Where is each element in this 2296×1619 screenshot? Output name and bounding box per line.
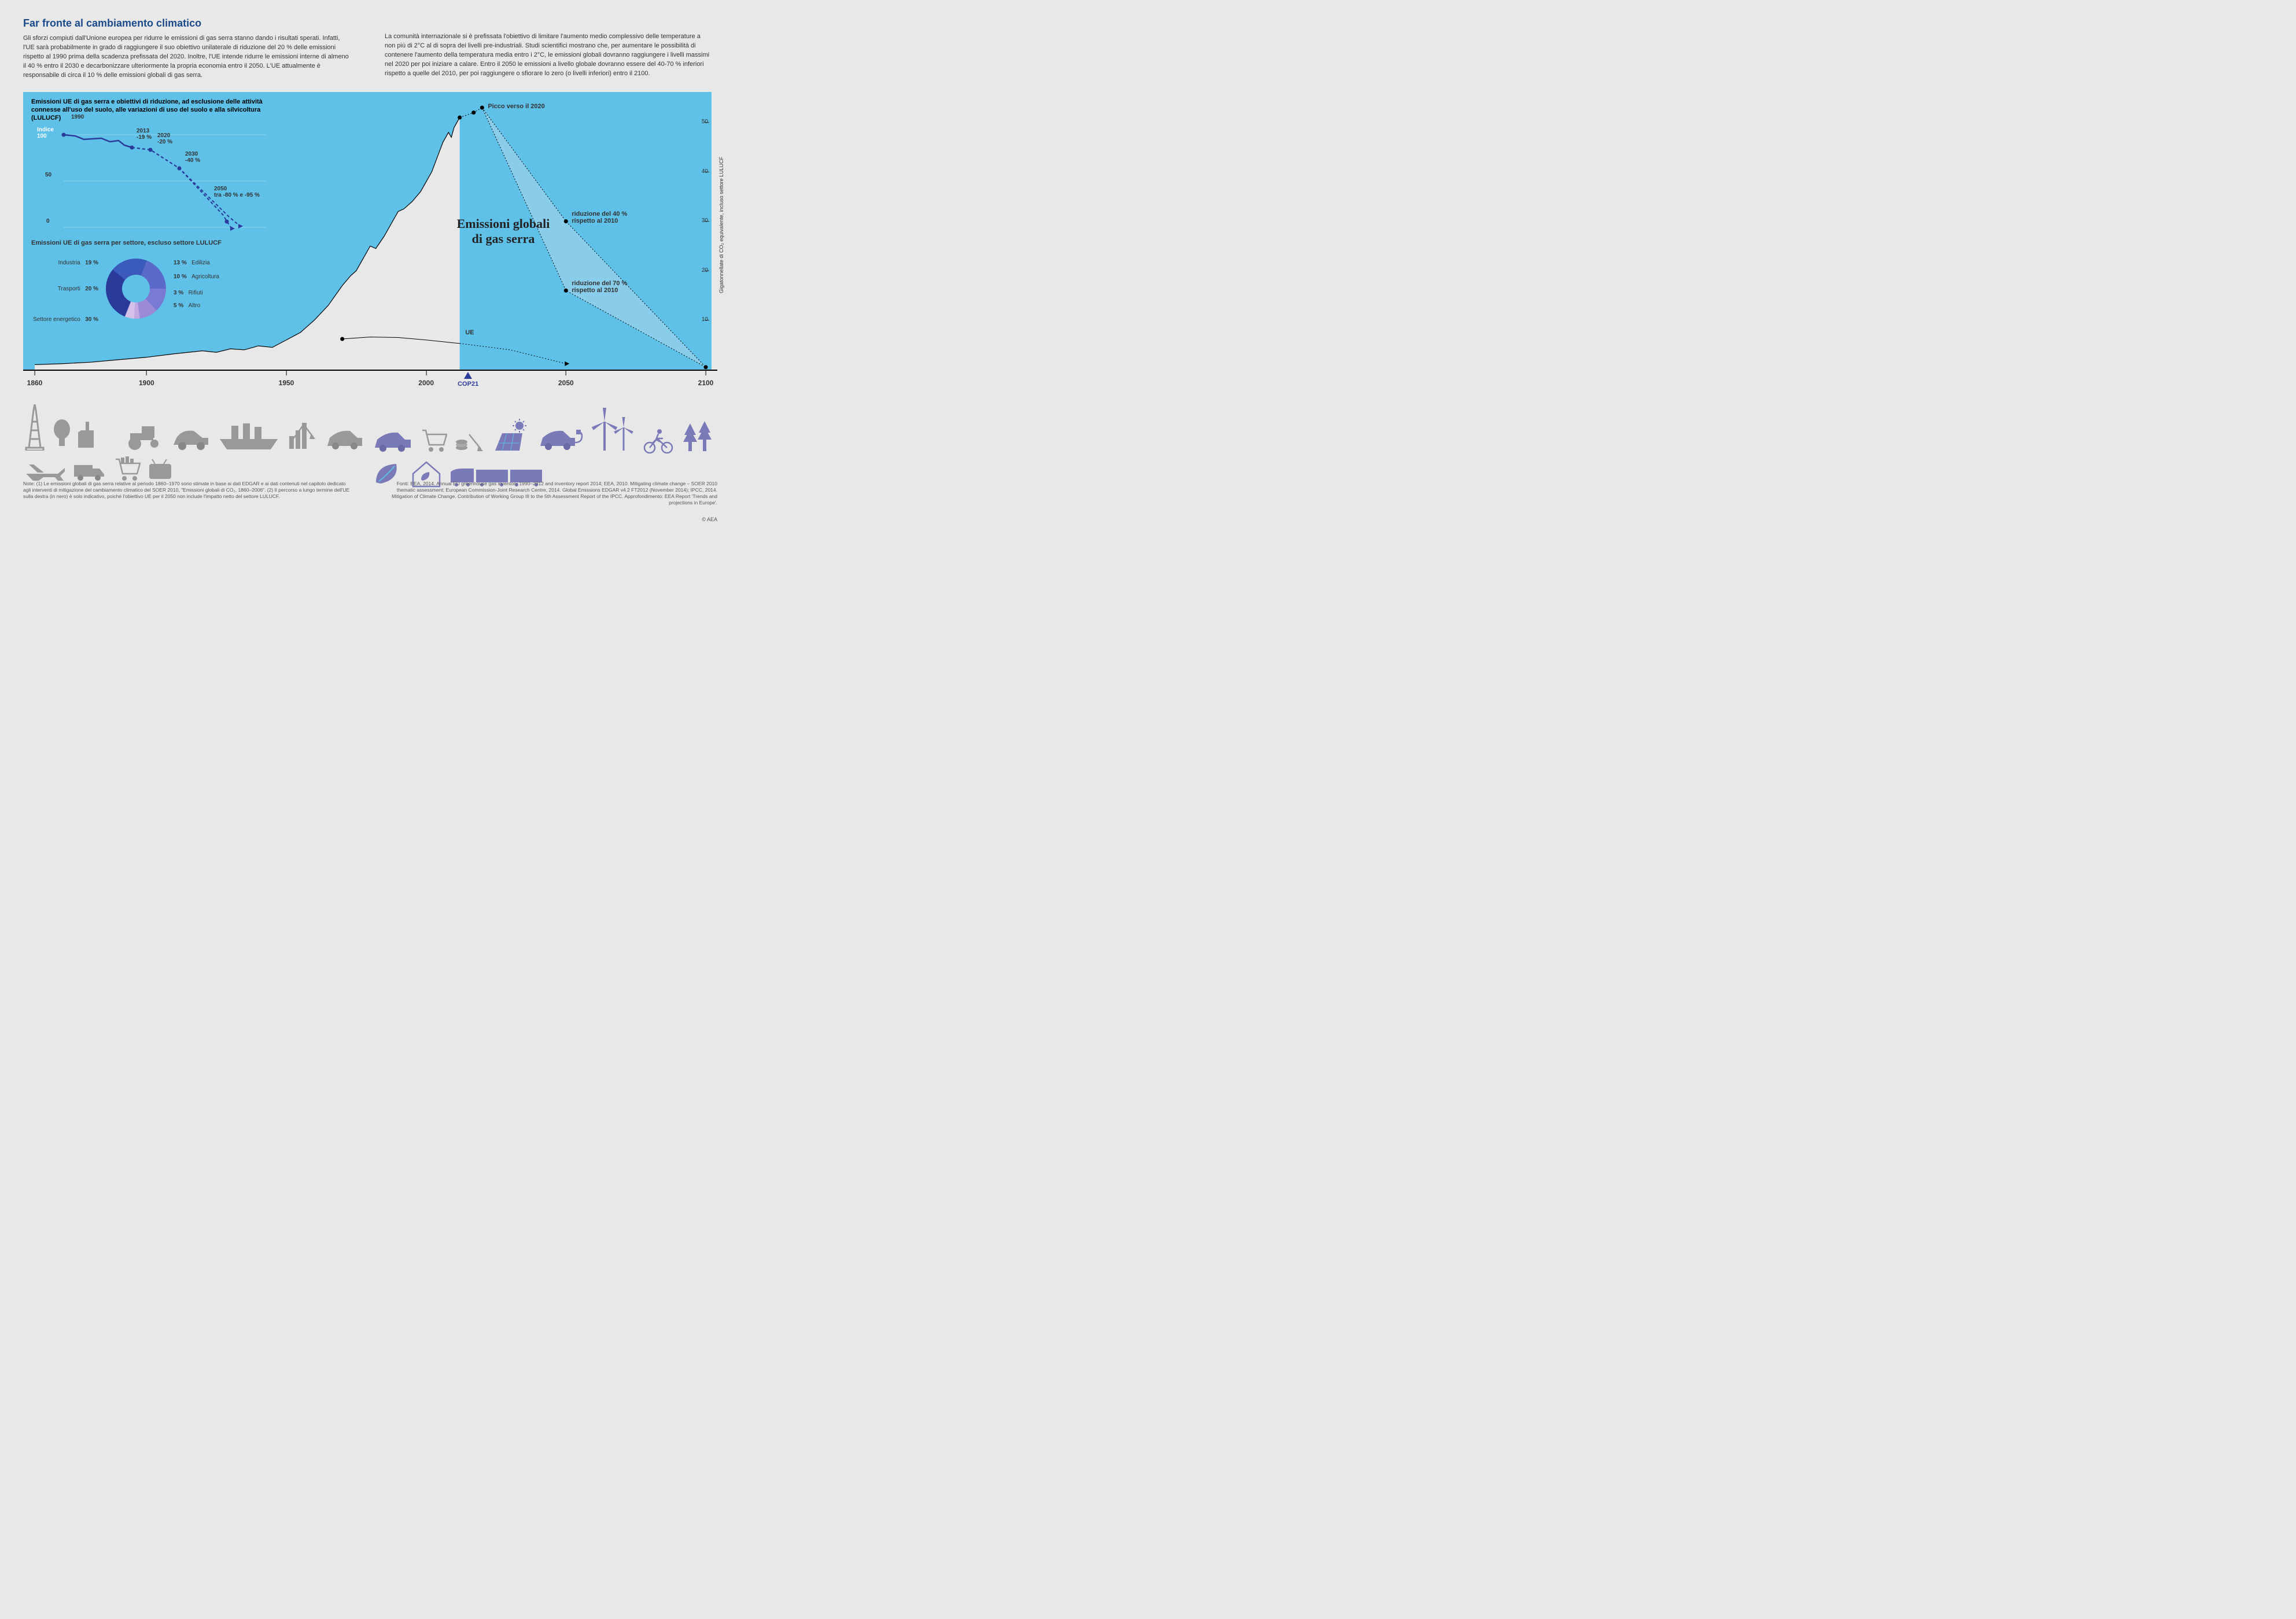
shopping-cart-icon — [113, 456, 141, 482]
wind-turbine-icon — [592, 404, 635, 453]
para-right: La comunità internazionale si è prefissa… — [385, 32, 712, 79]
era-icons-future — [370, 404, 717, 474]
right-tick: 30 — [702, 217, 708, 224]
right-axis-label: Gigatonnellate di CO₂ equivalente, inclu… — [718, 127, 724, 323]
label-2020: 2020 -20 % — [157, 132, 172, 145]
coins-chart-icon — [286, 416, 318, 451]
donut-label: 3 % Rifiuti — [174, 290, 203, 296]
ev-car-icon — [370, 429, 414, 453]
x-tick: 1860 — [27, 370, 43, 387]
donut-label: Trasporti 20 % — [29, 286, 98, 292]
label-indice: Indice100 — [37, 127, 54, 139]
right-tick: 10 — [702, 316, 708, 323]
right-tick: 50 — [702, 119, 708, 125]
donut-title: Emissioni UE di gas serra per settore, e… — [31, 239, 222, 246]
callout-reduction-70: riduzione del 70 % rispetto al 2010 — [572, 280, 627, 294]
copyright: © AEA — [23, 517, 717, 522]
label-2013: 2013 -19 % — [137, 128, 152, 141]
callout-peak: Picco verso il 2020 — [488, 103, 544, 110]
donut-label: Settore energetico 30 % — [29, 316, 98, 323]
callout-reduction-40: riduzione del 40 % rispetto al 2010 — [572, 211, 627, 224]
shopping-cart-icon — [419, 427, 447, 453]
x-tick: 2100 — [698, 370, 714, 387]
factory-icon — [78, 419, 119, 451]
x-tick: 1950 — [279, 370, 294, 387]
oil-derrick-icon — [23, 404, 46, 451]
truck-icon — [72, 460, 107, 482]
era-icons-past — [23, 404, 370, 474]
label-2030: 2030 -40 % — [185, 151, 200, 164]
x-tick: 2050 — [558, 370, 574, 387]
label-2050: 2050 tra -80 % e -95 % — [214, 186, 260, 198]
x-axis: 1860 1900 1950 2000 2050 2100 COP21 — [23, 370, 717, 399]
tractor-icon — [124, 422, 165, 451]
lightbulb-icon — [52, 419, 72, 451]
footnote-right: Fonti: EEA, 2014. Annual EU greenhouse g… — [388, 481, 717, 506]
tv-icon — [146, 458, 174, 482]
header-block: Far fronte al cambiamento climatico Gli … — [23, 17, 712, 80]
trees-icon — [681, 419, 713, 453]
callout-ue: UE — [465, 329, 474, 336]
chart-band: Emissioni globalidi gas serra Picco vers… — [23, 92, 712, 370]
right-tick: 20 — [702, 267, 708, 274]
cyclist-icon — [641, 426, 676, 453]
right-tick: 40 — [702, 168, 708, 175]
ev-charging-icon — [537, 427, 586, 453]
old-car-icon — [171, 426, 211, 451]
donut-label: 5 % Altro — [174, 303, 200, 309]
coins-decline-icon — [453, 426, 485, 453]
x-tick: 1900 — [139, 370, 154, 387]
donut-label: Industria 19 % — [29, 260, 98, 266]
donut-label: 10 % Agricoltura — [174, 274, 219, 280]
label-1990: 1990 — [71, 114, 84, 120]
solar-panel-icon — [491, 419, 531, 453]
cop21-icon — [464, 372, 472, 379]
cop21-marker: COP21 — [458, 372, 478, 388]
modern-car-icon — [324, 427, 364, 451]
label-50: 50 — [45, 172, 51, 178]
donut-chart: Industria 19 % Trasporti 20 % Settore ener… — [29, 254, 283, 352]
donut-label: 13 % Edilizia — [174, 260, 210, 266]
airplane-icon — [23, 462, 67, 482]
para-left: Gli sforzi compiuti dall'Unione europea … — [23, 34, 350, 80]
ship-icon — [217, 419, 281, 451]
footnote-left: Note: (1) Le emissioni globali di gas se… — [23, 481, 353, 506]
eu-targets-chart — [35, 117, 278, 233]
era-icons — [23, 404, 717, 474]
main-chart-title: Emissioni globalidi gas serra — [440, 216, 567, 246]
x-tick: 2000 — [418, 370, 434, 387]
page-root: Far fronte al cambiamento climatico Gli … — [0, 0, 735, 534]
label-0: 0 — [46, 218, 50, 224]
page-title: Far fronte al cambiamento climatico — [23, 17, 350, 29]
